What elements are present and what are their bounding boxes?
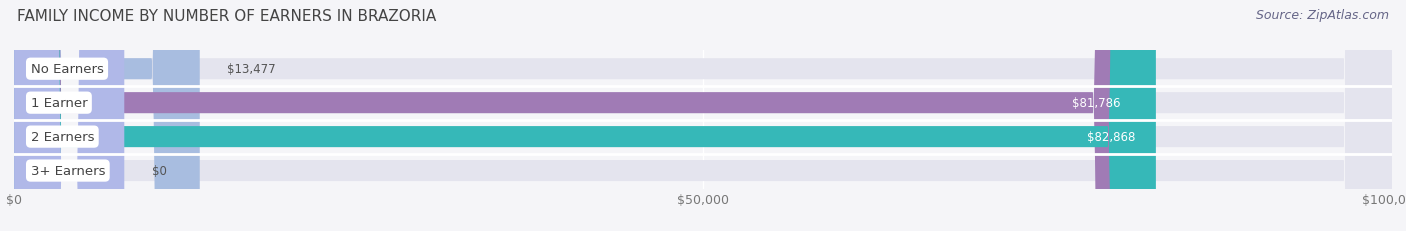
Text: $81,786: $81,786 <box>1071 97 1121 110</box>
Text: 2 Earners: 2 Earners <box>31 131 94 143</box>
FancyBboxPatch shape <box>14 0 1392 231</box>
Text: $13,477: $13,477 <box>228 63 276 76</box>
FancyBboxPatch shape <box>14 0 1142 231</box>
Text: Source: ZipAtlas.com: Source: ZipAtlas.com <box>1256 9 1389 22</box>
Text: No Earners: No Earners <box>31 63 104 76</box>
Text: 1 Earner: 1 Earner <box>31 97 87 110</box>
FancyBboxPatch shape <box>14 0 200 231</box>
FancyBboxPatch shape <box>14 0 1392 231</box>
FancyBboxPatch shape <box>14 0 1392 231</box>
Text: FAMILY INCOME BY NUMBER OF EARNERS IN BRAZORIA: FAMILY INCOME BY NUMBER OF EARNERS IN BR… <box>17 9 436 24</box>
Text: $82,868: $82,868 <box>1087 131 1135 143</box>
Text: 3+ Earners: 3+ Earners <box>31 164 105 177</box>
FancyBboxPatch shape <box>14 0 1156 231</box>
FancyBboxPatch shape <box>14 0 124 231</box>
Text: $0: $0 <box>152 164 167 177</box>
FancyBboxPatch shape <box>14 0 1392 231</box>
